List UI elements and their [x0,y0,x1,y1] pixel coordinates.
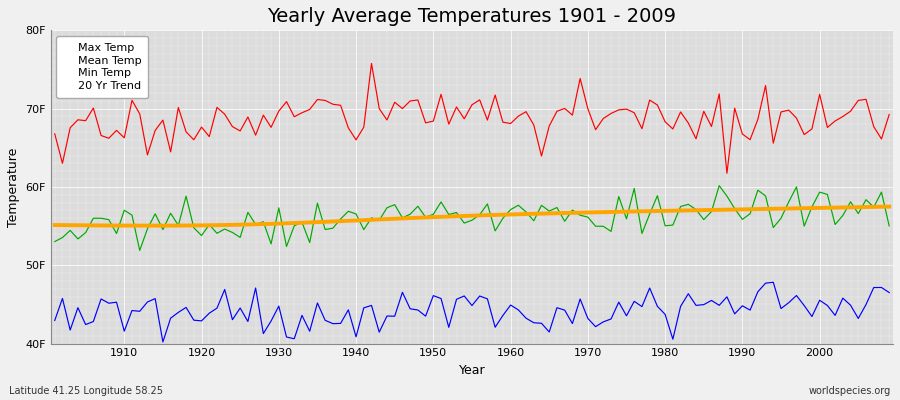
Min Temp [335,321,346,326]
Legend: Max Temp, Mean Temp, Min Temp, 20 Yr Trend: Max Temp, Mean Temp, Min Temp, 20 Yr Tre… [57,36,148,98]
Line: 20 Yr Trend: 20 Yr Trend [55,207,889,226]
Min Temp [111,300,122,305]
Max Temp [606,111,616,116]
Mean Temp [714,183,724,188]
Mean Temp [134,248,145,253]
Max Temp [281,99,292,104]
20 Yr Trend [111,223,122,228]
Min Temp [606,316,616,321]
Max Temp [50,132,60,136]
20 Yr Trend [335,219,346,224]
Mean Temp [513,203,524,208]
Min Temp [50,318,60,323]
X-axis label: Year: Year [459,364,485,377]
20 Yr Trend [289,221,300,226]
Line: Max Temp: Max Temp [55,64,889,173]
Max Temp [111,128,122,133]
Mean Temp [289,224,300,228]
20 Yr Trend [149,223,160,228]
Mean Temp [606,229,616,234]
Mean Temp [884,224,895,228]
Title: Yearly Average Temperatures 1901 - 2009: Yearly Average Temperatures 1901 - 2009 [267,7,677,26]
Line: Min Temp: Min Temp [55,282,889,342]
Max Temp [328,102,338,107]
Min Temp [513,308,524,312]
Min Temp [884,290,895,295]
20 Yr Trend [606,210,616,214]
20 Yr Trend [50,223,60,228]
Min Temp [158,340,168,344]
Text: Latitude 41.25 Longitude 58.25: Latitude 41.25 Longitude 58.25 [9,386,163,396]
20 Yr Trend [884,204,895,209]
Max Temp [505,121,516,126]
Min Temp [768,280,778,285]
Line: Mean Temp: Mean Temp [55,186,889,250]
Mean Temp [505,207,516,212]
Max Temp [366,61,377,66]
20 Yr Trend [513,212,524,217]
Min Temp [289,336,300,341]
Min Temp [505,303,516,308]
Max Temp [513,114,524,118]
Max Temp [722,171,733,176]
Mean Temp [50,239,60,244]
Max Temp [884,112,895,117]
Mean Temp [335,216,346,221]
Text: worldspecies.org: worldspecies.org [809,386,891,396]
Mean Temp [111,231,122,236]
Y-axis label: Temperature: Temperature [7,147,20,227]
20 Yr Trend [505,212,516,217]
